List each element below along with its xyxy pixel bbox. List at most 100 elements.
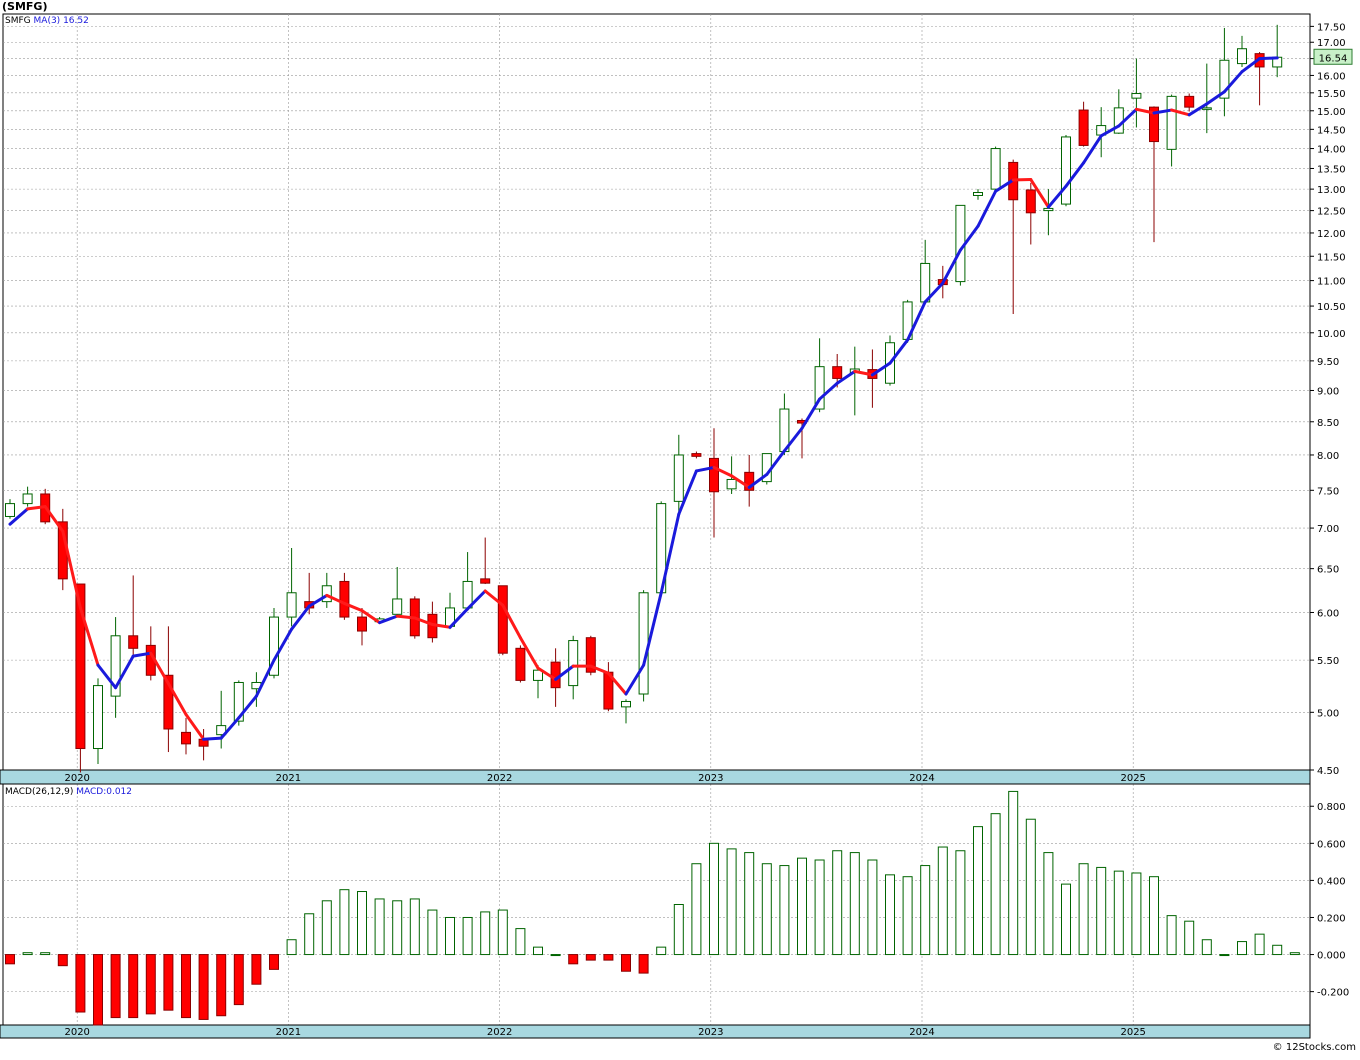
macd-bar [1062,884,1071,954]
macd-bar [1273,945,1282,954]
price-tick-label: 9.50 [1317,357,1339,368]
macd-bar [604,955,613,961]
macd-bar [1202,940,1211,955]
macd-bar [1097,867,1106,954]
xaxis-year-label: 2025 [1120,773,1145,784]
macd-bar [886,875,895,955]
macd-bar [710,843,719,954]
macd-bar [41,953,50,955]
macd-xaxis-year-label: 2020 [64,1027,89,1038]
macd-bar [23,953,32,955]
price-tick-label: 17.50 [1317,22,1346,33]
macd-xaxis-year-label: 2024 [909,1027,934,1038]
candle-body [340,581,349,617]
macd-bar [234,955,243,1005]
macd-xaxis-year-label: 2021 [276,1027,301,1038]
legend-ma-label: MA(3) [34,16,61,26]
macd-bar [1290,953,1299,955]
legend-symbol: SMFG [5,16,31,26]
macd-bar [1132,873,1141,955]
macd-xaxis-year-label: 2022 [487,1027,512,1038]
macd-bar [1238,942,1247,955]
macd-bar [921,866,930,955]
price-legend: SMFG MA(3) 16.52 [5,16,89,26]
price-tick-label: 8.00 [1317,451,1339,462]
macd-bar [76,955,85,1012]
macd-bar [674,905,683,955]
price-tick-label: 10.00 [1317,329,1346,340]
macd-bar [6,955,15,964]
macd-bar [815,860,824,955]
price-tick-label: 9.00 [1317,386,1339,397]
macd-bar [322,901,331,955]
macd-bar [850,853,859,955]
candle-body [991,149,1000,190]
candle-body [622,701,631,706]
macd-bar [270,955,279,970]
legend-macd-label: MACD(26,12,9) [5,787,73,797]
macd-bar [745,853,754,955]
candle-body [481,579,490,583]
macd-bar [762,864,771,955]
macd-bar [639,955,648,974]
candle-body [569,641,578,686]
macd-tick-label: 0.000 [1317,951,1346,962]
macd-bar [991,814,1000,955]
price-tick-label: 12.50 [1317,207,1346,218]
macd-bar [903,877,912,955]
price-tick-label: 11.50 [1317,252,1346,263]
price-xaxis-bar [0,770,1310,784]
macd-bar [956,851,965,955]
price-tick-label: 15.50 [1317,89,1346,100]
candle-body [182,732,191,743]
macd-legend: MACD(26,12,9) MACD:0.012 [5,787,132,797]
candle-body [727,479,736,488]
candle-body [1202,108,1211,110]
credit-text: © 12Stocks.com [1273,1042,1356,1053]
price-tick-label: 14.00 [1317,145,1346,156]
macd-bar [868,860,877,955]
macd-bar [182,955,191,1018]
xaxis-year-label: 2024 [909,773,934,784]
price-tick-label: 7.50 [1317,486,1339,497]
macd-bar [305,914,314,955]
price-tick-label: 16.00 [1317,71,1346,82]
price-tick-label: 13.00 [1317,185,1346,196]
price-tick-label: 11.00 [1317,277,1346,288]
price-tick-label: 17.00 [1317,38,1346,49]
macd-bar [111,955,120,1018]
macd-bar [551,955,560,956]
macd-bar [1079,864,1088,955]
macd-bar [586,955,595,961]
candle-body [974,193,983,196]
macd-bar [833,851,842,955]
candle-body [639,593,648,694]
chart-title: (SMFG) [2,0,47,13]
macd-bar [287,940,296,955]
price-tick-label: 13.50 [1317,164,1346,175]
candle-body [1167,96,1176,149]
macd-bar [446,917,455,954]
price-tick-label: 14.50 [1317,125,1346,136]
macd-bar [199,955,208,1020]
macd-tick-label: 0.800 [1317,802,1346,813]
macd-tick-label: 0.400 [1317,876,1346,887]
macd-tick-label: 0.200 [1317,913,1346,924]
candle-body [393,599,402,614]
macd-bar [1150,877,1159,955]
macd-bar [516,929,525,955]
candle-body [1062,137,1071,204]
macd-bar [146,955,155,1014]
price-tick-label: 12.00 [1317,229,1346,240]
candle-body [322,586,331,602]
macd-bar [622,955,631,972]
candle-body [1132,94,1141,99]
price-tick-label: 4.50 [1317,766,1339,777]
macd-bar [94,955,103,1025]
candle-body [921,263,930,301]
macd-bar [974,827,983,955]
macd-xaxis-year-label: 2023 [698,1027,723,1038]
legend-macd-value: MACD:0.012 [76,787,132,797]
macd-bar [498,910,507,954]
